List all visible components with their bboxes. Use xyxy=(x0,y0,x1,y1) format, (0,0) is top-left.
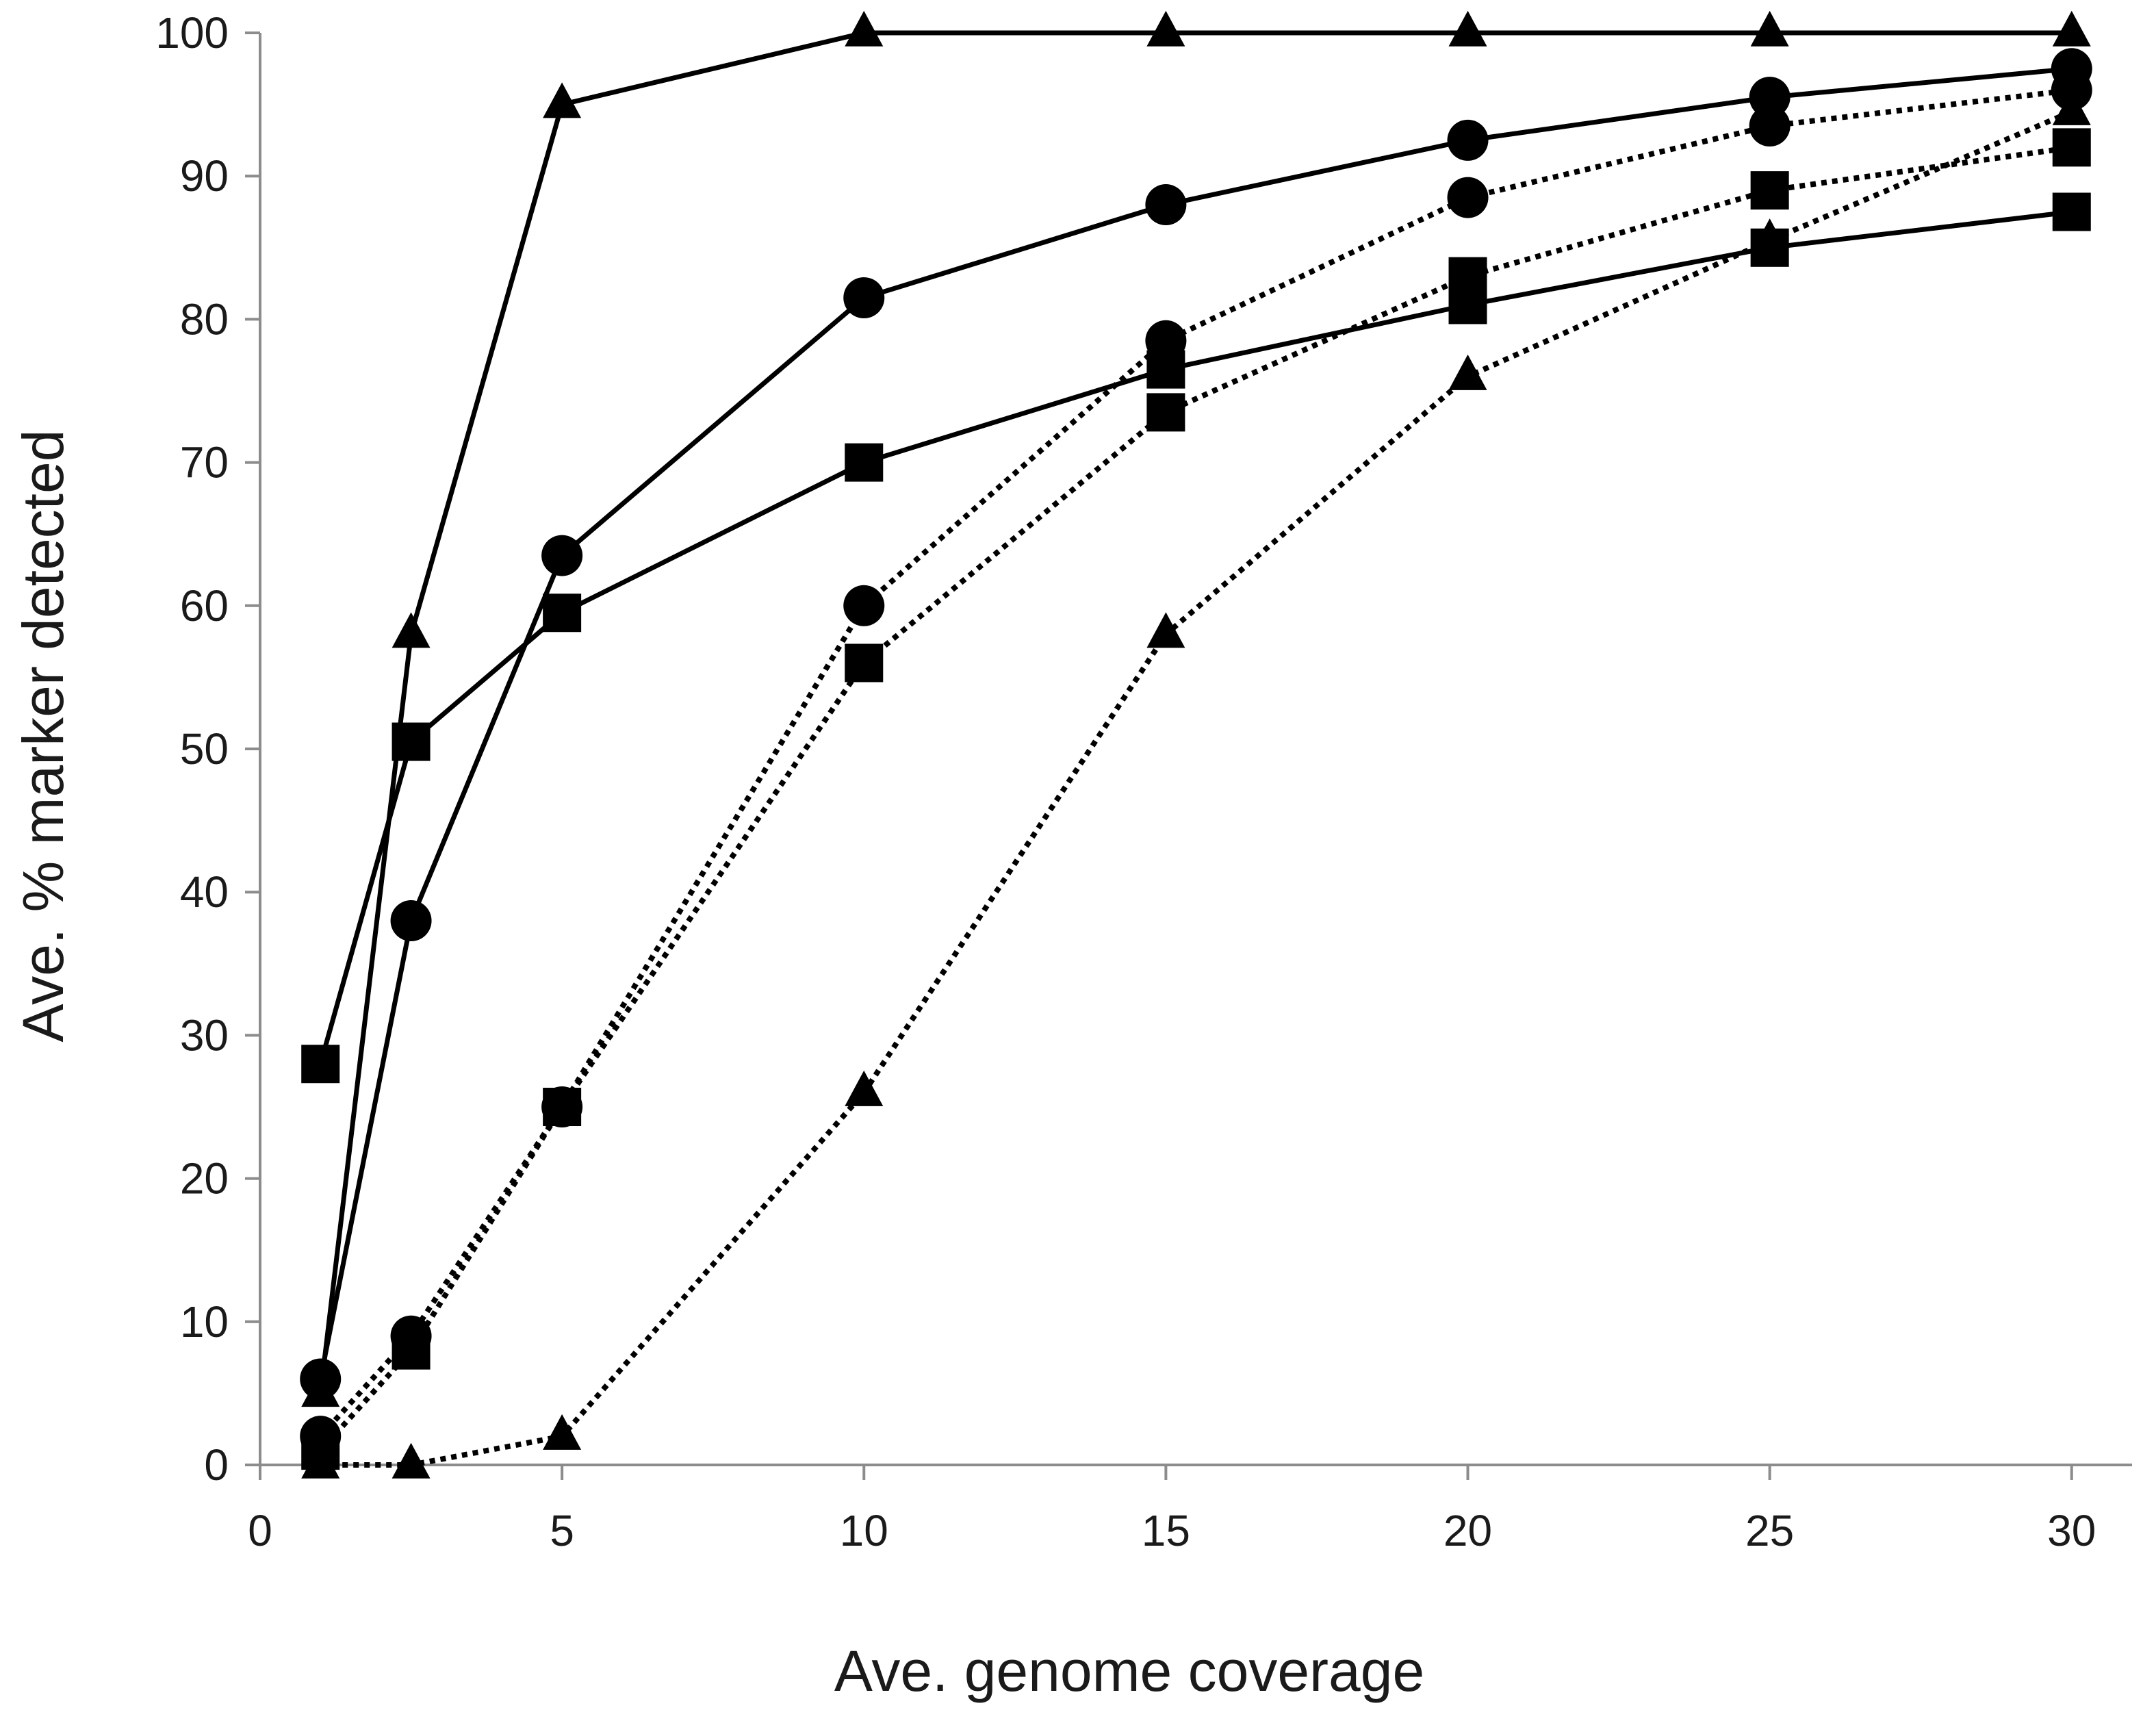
data-point xyxy=(392,1442,431,1479)
x-tick-label: 15 xyxy=(1142,1506,1190,1555)
data-point xyxy=(392,612,431,648)
series-line xyxy=(318,30,2072,1394)
data-point xyxy=(1448,10,1487,47)
data-point xyxy=(1750,171,1789,210)
series-3-solid-square xyxy=(301,192,2091,1084)
data-point xyxy=(1145,184,1187,226)
series-2-solid-circle xyxy=(300,48,2092,1400)
data-point xyxy=(843,277,885,319)
y-tick-label: 70 xyxy=(180,438,229,487)
data-point xyxy=(2051,48,2092,90)
x-tick-label: 0 xyxy=(248,1506,272,1555)
y-tick-label: 90 xyxy=(180,151,229,201)
data-point xyxy=(2052,89,2091,125)
data-point xyxy=(543,1414,582,1450)
series-line xyxy=(318,87,2072,1438)
data-point xyxy=(1750,228,1789,267)
data-point xyxy=(301,1442,340,1479)
data-point xyxy=(1146,612,1185,648)
series-line xyxy=(318,144,2072,1453)
series-5-dotted-square xyxy=(301,128,2091,1470)
x-tick-label: 25 xyxy=(1745,1506,1794,1555)
x-tick-label: 30 xyxy=(2047,1506,2096,1555)
data-point xyxy=(2052,192,2091,231)
data-point xyxy=(1447,177,1489,218)
data-point xyxy=(1749,105,1791,146)
data-point xyxy=(301,1045,340,1084)
x-axis-title: Ave. genome coverage xyxy=(834,1639,1424,1703)
data-point xyxy=(2052,128,2091,167)
y-tick-label: 20 xyxy=(180,1154,229,1203)
data-point xyxy=(1146,10,1185,47)
data-point xyxy=(1146,350,1185,389)
data-point xyxy=(845,1070,884,1106)
data-point xyxy=(843,585,885,626)
data-point xyxy=(1448,354,1487,390)
data-point xyxy=(1447,119,1489,161)
tick-labels: 0 10 20 30 40 50 60 70 80 90 100 0 5 10 15 20 25 30 xyxy=(155,8,2096,1555)
data-point xyxy=(300,1358,342,1400)
series-line xyxy=(318,66,2072,1380)
series-line xyxy=(318,209,2072,1065)
y-tick-label: 100 xyxy=(155,8,229,58)
y-axis-title: Ave. % marker detected xyxy=(11,430,75,1043)
y-tick-label: 10 xyxy=(180,1297,229,1347)
data-point xyxy=(392,722,431,761)
data-point xyxy=(543,82,582,118)
y-tick-label: 50 xyxy=(180,724,229,774)
data-point xyxy=(543,1088,582,1126)
series-6-dotted-triangle xyxy=(301,89,2091,1479)
data-point xyxy=(1750,10,1789,47)
y-tick-label: 60 xyxy=(180,581,229,630)
y-tick-label: 30 xyxy=(180,1010,229,1060)
data-point xyxy=(845,443,884,482)
data-point xyxy=(390,900,432,942)
series-layer xyxy=(300,10,2092,1479)
x-tick-label: 10 xyxy=(840,1506,888,1555)
x-tick-label: 20 xyxy=(1443,1506,1492,1555)
data-point xyxy=(845,10,884,47)
data-point xyxy=(845,643,884,682)
data-point xyxy=(1749,77,1791,118)
series-1-solid-triangle xyxy=(301,10,2091,1407)
data-point xyxy=(2052,10,2091,47)
y-tick-label: 0 xyxy=(204,1440,229,1490)
series-4-dotted-circle xyxy=(300,69,2092,1457)
series-line xyxy=(320,109,2073,1468)
x-tick-label: 5 xyxy=(550,1506,574,1555)
data-point xyxy=(543,594,582,633)
y-tick-label: 40 xyxy=(180,867,229,917)
data-point xyxy=(392,1331,431,1370)
data-point xyxy=(541,535,583,576)
y-tick-label: 80 xyxy=(180,294,229,344)
data-point xyxy=(1448,285,1487,324)
data-point xyxy=(1146,393,1185,432)
axes xyxy=(245,31,2132,1480)
